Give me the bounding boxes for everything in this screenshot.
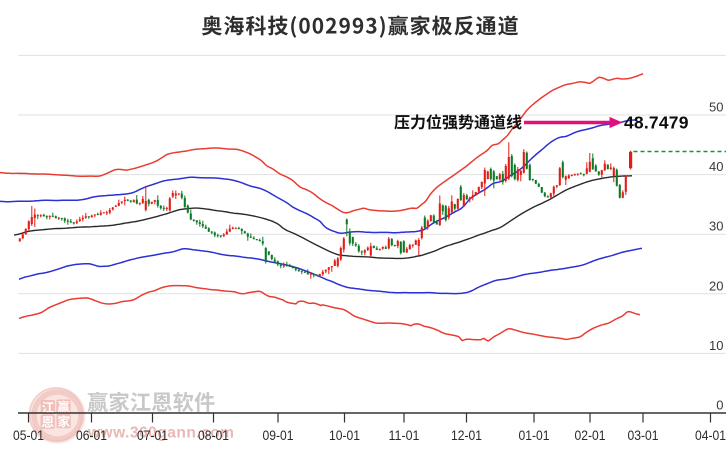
svg-text:09-01: 09-01 bbox=[263, 427, 294, 443]
svg-text:11-01: 11-01 bbox=[389, 427, 420, 443]
svg-text:10: 10 bbox=[709, 338, 723, 353]
svg-text:30: 30 bbox=[709, 219, 723, 234]
svg-text:06-01: 06-01 bbox=[76, 427, 107, 443]
svg-text:40: 40 bbox=[709, 159, 723, 174]
svg-text:www.360gann.com: www.360gann.com bbox=[87, 425, 234, 442]
svg-text:48.7479: 48.7479 bbox=[624, 113, 689, 133]
svg-text:08-01: 08-01 bbox=[198, 427, 229, 443]
svg-text:12-01: 12-01 bbox=[451, 427, 482, 443]
svg-text:20: 20 bbox=[709, 278, 723, 293]
svg-text:04-01: 04-01 bbox=[695, 427, 726, 443]
svg-text:0: 0 bbox=[716, 398, 723, 413]
svg-text:07-01: 07-01 bbox=[137, 427, 168, 443]
svg-text:10-01: 10-01 bbox=[329, 427, 360, 443]
svg-text:03-01: 03-01 bbox=[628, 427, 659, 443]
svg-text:02-01: 02-01 bbox=[575, 427, 606, 443]
svg-text:05-01: 05-01 bbox=[13, 427, 44, 443]
svg-text:50: 50 bbox=[709, 100, 723, 115]
svg-text:01-01: 01-01 bbox=[519, 427, 550, 443]
